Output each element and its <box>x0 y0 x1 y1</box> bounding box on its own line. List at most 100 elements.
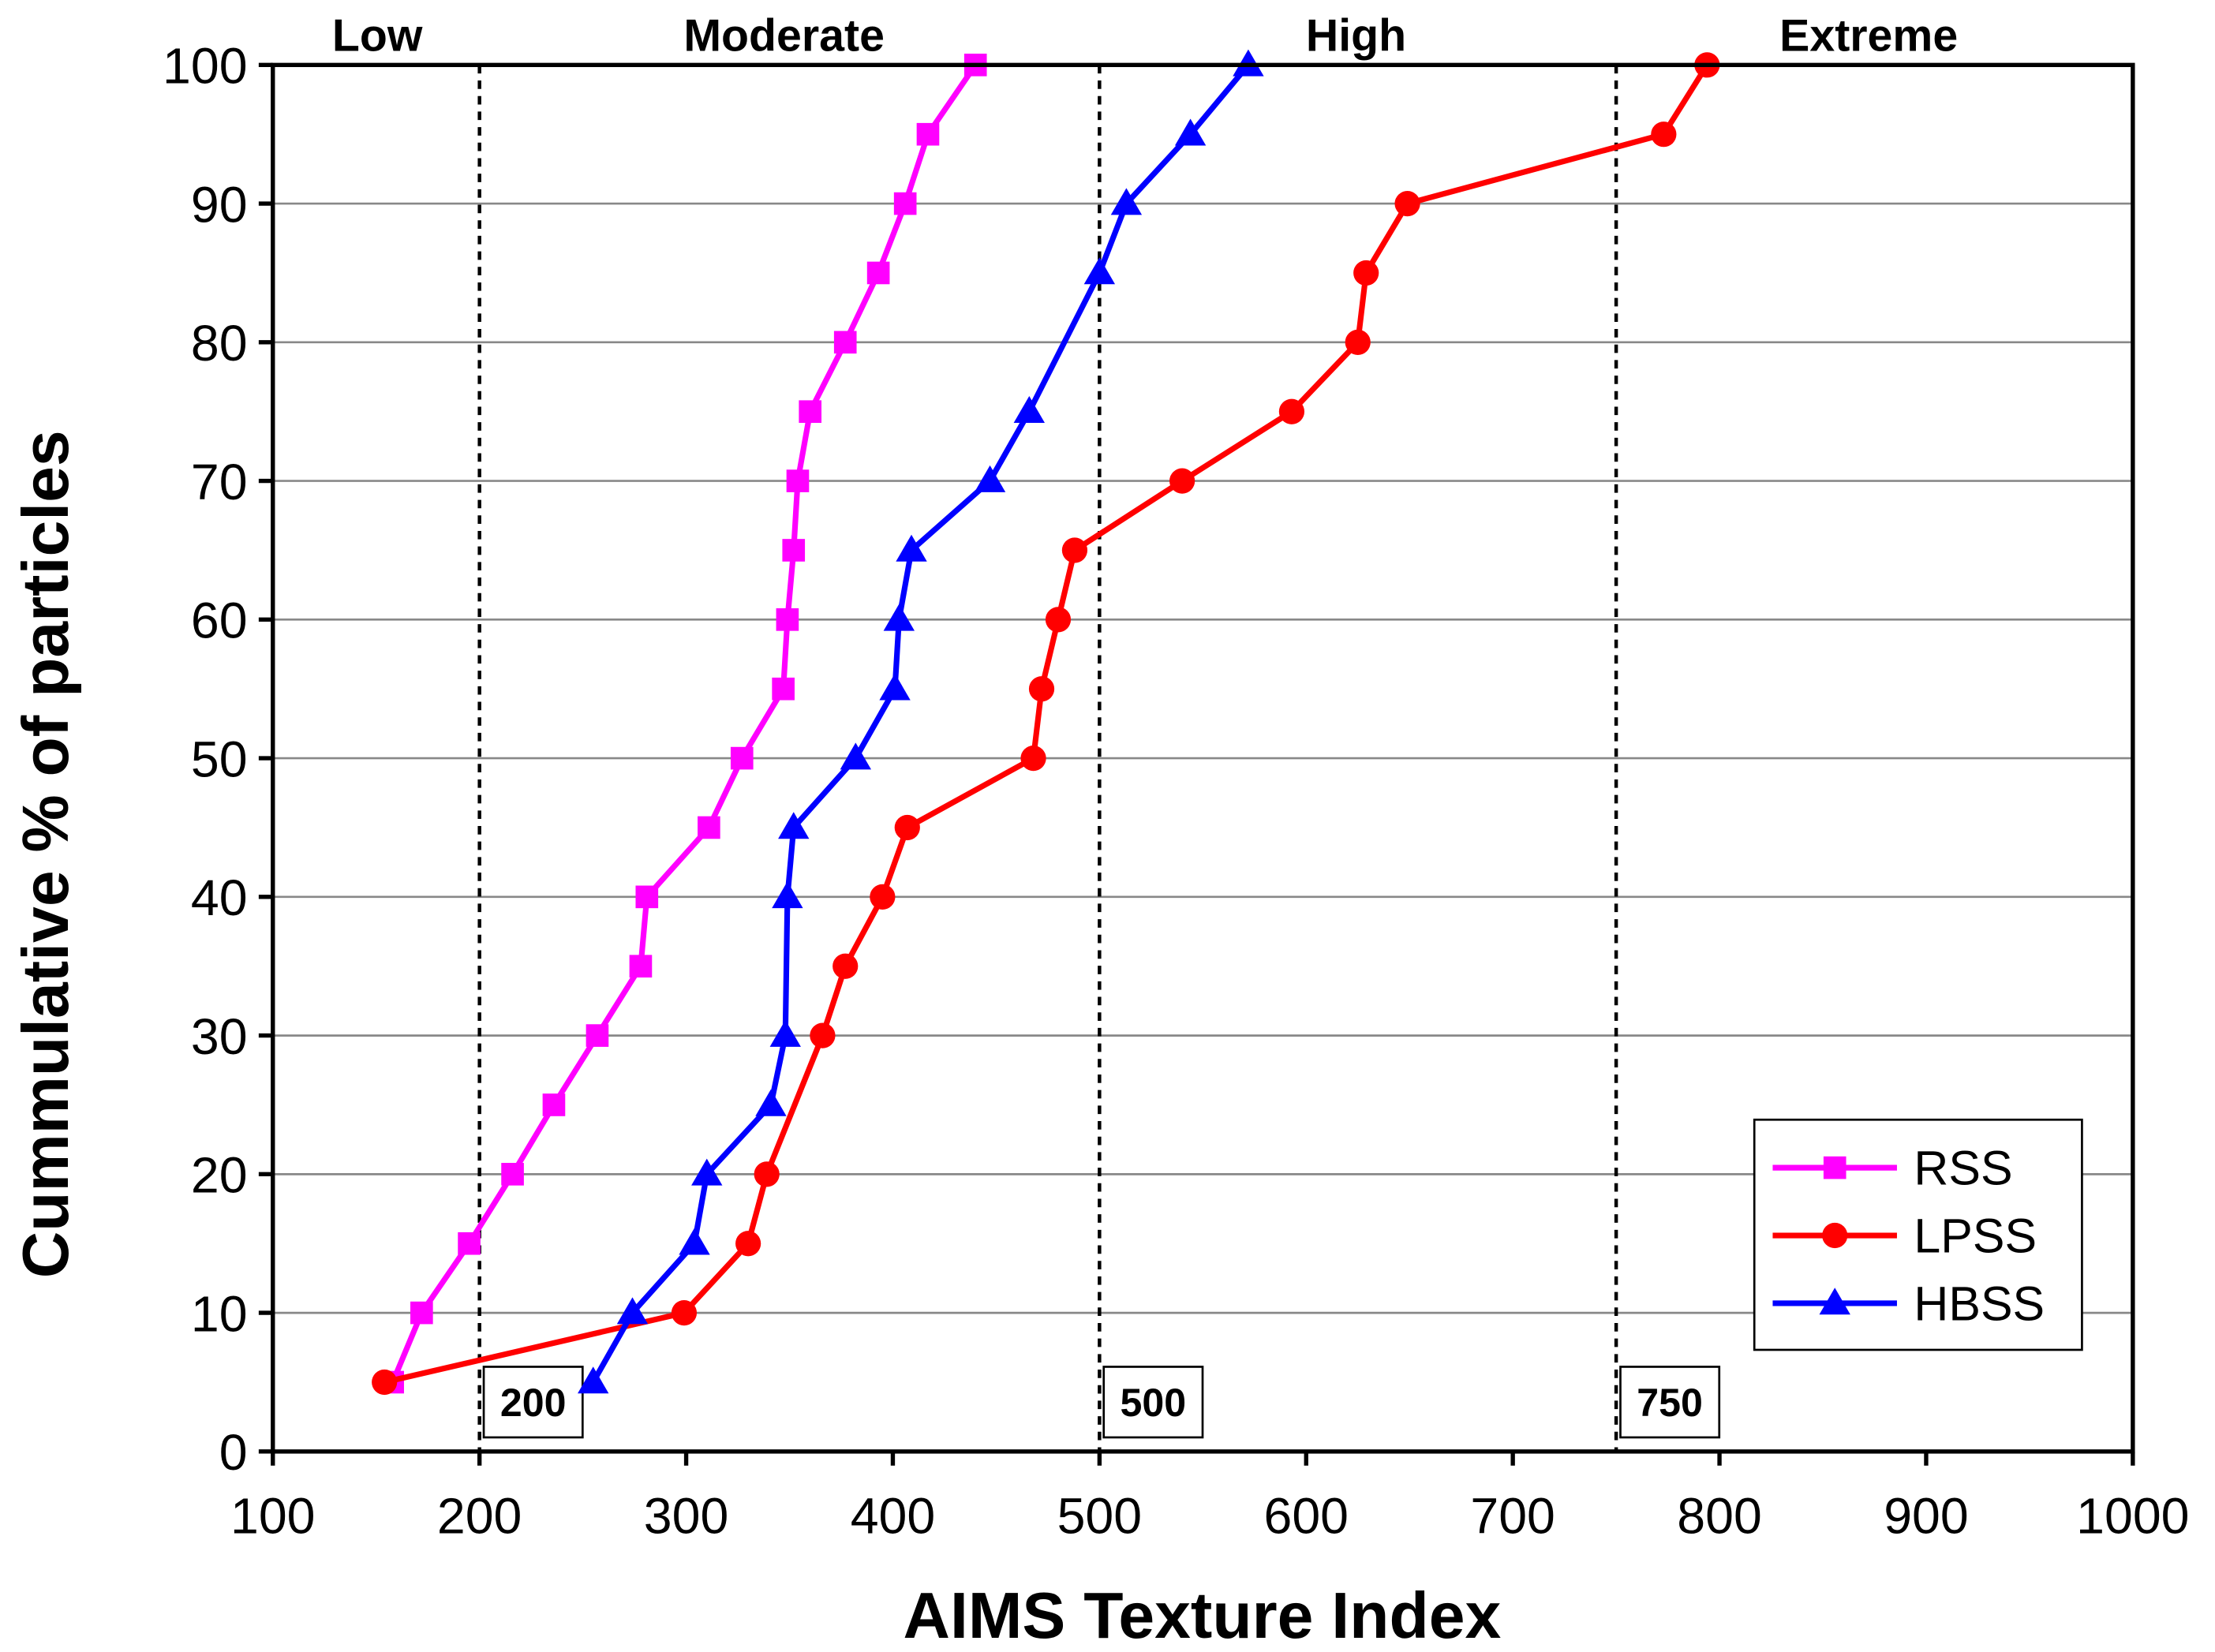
data-point <box>810 1022 836 1048</box>
data-point <box>840 742 872 770</box>
data-point <box>974 465 1006 492</box>
legend-item-lpss: LPSS <box>1772 1209 2037 1263</box>
data-point <box>679 1228 710 1255</box>
legend-marker <box>1823 1156 1846 1179</box>
legend-label: RSS <box>1914 1142 2012 1195</box>
data-point <box>501 1163 524 1186</box>
x-tick-label: 1000 <box>2076 1488 2189 1545</box>
data-point <box>894 814 920 841</box>
data-point <box>1169 468 1195 494</box>
threshold-label: 500 <box>1121 1381 1187 1425</box>
data-point <box>1394 190 1420 217</box>
y-tick-label: 70 <box>191 454 248 510</box>
y-tick-label: 80 <box>191 315 248 372</box>
data-point <box>776 608 799 631</box>
legend-label: LPSS <box>1914 1209 2037 1263</box>
data-point <box>542 1093 566 1116</box>
zone-label: Extreme <box>1779 10 1958 61</box>
series-line <box>384 63 1710 1385</box>
data-point <box>671 1299 698 1326</box>
data-point <box>772 881 803 909</box>
x-tick-label: 900 <box>1884 1488 1969 1545</box>
data-point <box>833 331 857 354</box>
gridlines <box>272 202 2133 1314</box>
data-point <box>1174 118 1207 146</box>
threshold-label-box <box>482 1366 584 1439</box>
series-line <box>390 63 978 1384</box>
x-axis-label: AIMS Texture Index <box>904 1579 1502 1652</box>
series-lpss <box>372 52 1720 1396</box>
data-point <box>1020 745 1046 772</box>
y-tick-label: 30 <box>191 1008 248 1065</box>
x-tick-label: 600 <box>1264 1488 1349 1545</box>
y-tick-label: 50 <box>191 731 248 787</box>
data-point <box>629 955 653 978</box>
zone-label: High <box>1306 10 1406 61</box>
data-point <box>1353 260 1379 286</box>
data-point <box>786 469 810 492</box>
data-point <box>883 604 915 631</box>
data-point <box>578 1366 609 1394</box>
data-point <box>893 192 917 215</box>
zone-label: Low <box>332 10 423 61</box>
x-tick-label: 100 <box>230 1488 316 1545</box>
x-tick-label: 200 <box>437 1488 522 1545</box>
series-layer <box>372 49 1720 1396</box>
threshold-lines: 200 500 750 <box>477 65 1721 1452</box>
data-point <box>635 885 659 909</box>
data-point <box>735 1231 761 1257</box>
data-point <box>691 1158 723 1186</box>
data-point <box>698 816 720 839</box>
y-tick-label: 90 <box>191 176 248 233</box>
y-tick-label: 20 <box>191 1147 248 1204</box>
data-point <box>799 400 822 424</box>
data-point <box>1278 398 1305 424</box>
data-point <box>1045 607 1072 633</box>
x-tick-label: 400 <box>851 1488 936 1545</box>
data-point <box>1651 121 1677 148</box>
legend-marker <box>1819 1288 1850 1315</box>
data-point <box>1083 257 1116 285</box>
threshold-label-box <box>1619 1366 1721 1439</box>
legend-item-hbss: HBSS <box>1772 1276 2045 1330</box>
zone-label: Moderate <box>683 10 885 61</box>
y-tick-label: 0 <box>219 1424 248 1481</box>
x-tick-label: 800 <box>1677 1488 1762 1545</box>
data-point <box>778 812 810 839</box>
data-point <box>772 677 795 701</box>
data-point <box>1061 537 1088 563</box>
legend: RSS LPSS HBSS <box>1753 1118 2083 1351</box>
data-point <box>896 534 927 562</box>
data-point <box>1345 329 1371 355</box>
x-tick-label: 500 <box>1057 1488 1142 1545</box>
y-axis-label: Cummulative % of particles <box>9 430 82 1278</box>
axis-ticks: 0 10 20 30 40 50 60 70 80 90 100 100 200 300 400 500 600… <box>163 38 2189 1545</box>
legend-item-rss: RSS <box>1772 1142 2013 1195</box>
data-point <box>616 1297 649 1325</box>
series-line <box>590 63 1251 1384</box>
threshold-label-box <box>1102 1366 1204 1439</box>
data-point <box>832 953 859 979</box>
y-tick-label: 100 <box>163 38 247 95</box>
data-point <box>754 1161 780 1187</box>
threshold-label: 200 <box>500 1381 567 1425</box>
data-point <box>458 1232 481 1255</box>
y-tick-label: 10 <box>191 1285 248 1342</box>
data-point <box>586 1024 609 1047</box>
zone-labels: Low Moderate High Extreme <box>332 10 1958 61</box>
data-point <box>769 1019 801 1047</box>
data-point <box>879 673 911 701</box>
data-point <box>372 1369 398 1396</box>
data-point <box>870 884 896 910</box>
series-rss <box>381 54 987 1394</box>
data-point <box>755 1089 787 1116</box>
data-point <box>916 122 940 146</box>
y-tick-label: 40 <box>191 869 248 926</box>
data-point <box>1028 676 1055 702</box>
data-point <box>782 539 806 562</box>
data-point <box>866 261 890 285</box>
legend-marker <box>1822 1222 1848 1249</box>
x-tick-label: 300 <box>644 1488 729 1545</box>
data-point <box>410 1301 433 1325</box>
